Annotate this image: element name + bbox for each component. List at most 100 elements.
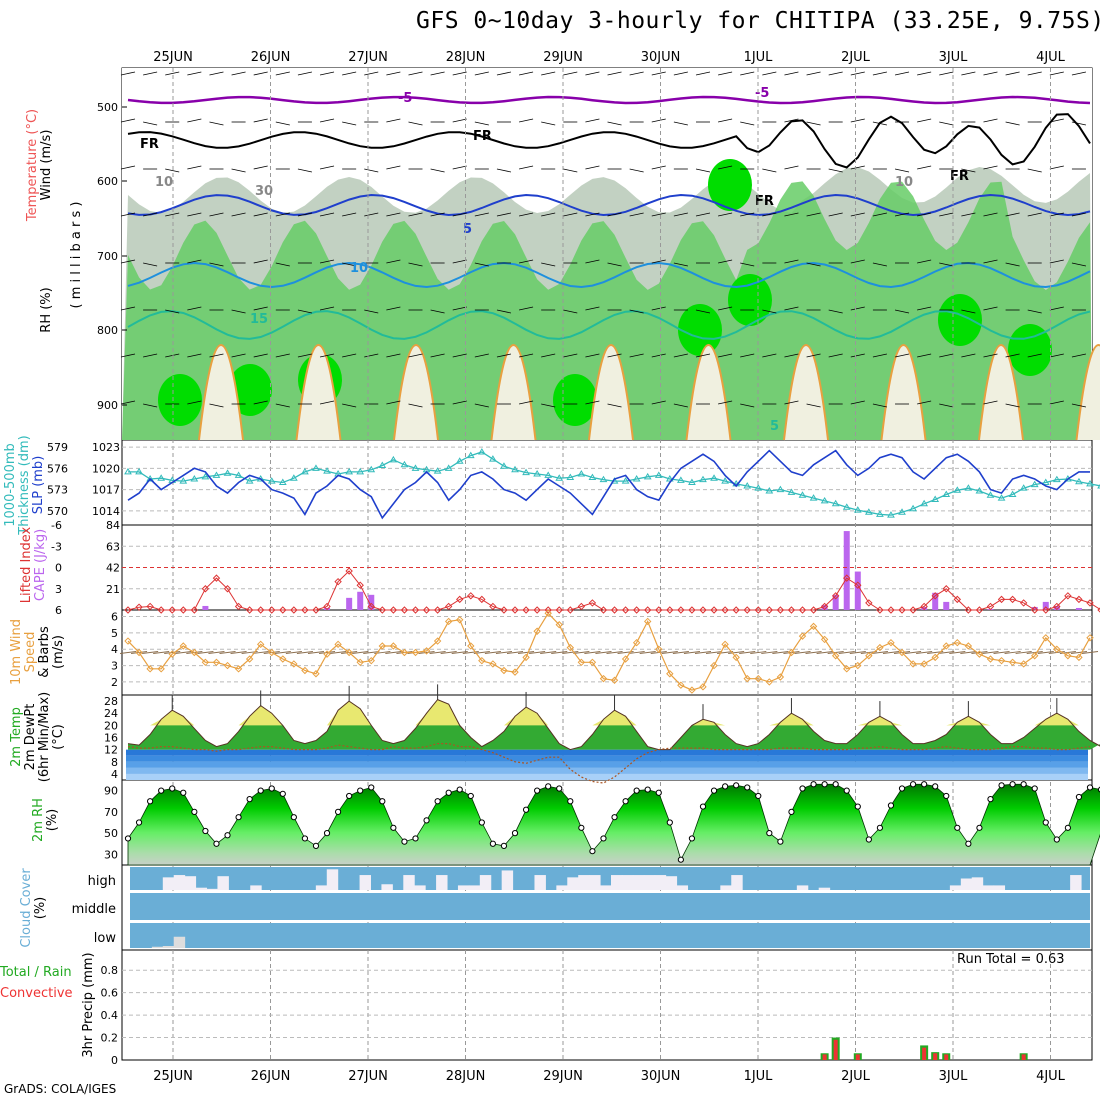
- wind-barb: [209, 212, 224, 217]
- cloud-cell: [971, 877, 984, 890]
- cloud-axis-label: Cloud Cover: [19, 868, 34, 948]
- wind-speed-marker: [268, 648, 276, 657]
- thickness-marker: [688, 478, 696, 485]
- wind-speed-marker: [223, 661, 232, 670]
- rh-high-patch: [678, 304, 722, 356]
- wind-barb: [297, 212, 313, 217]
- wind-barb: [209, 262, 224, 267]
- wind-barb: [651, 353, 666, 358]
- rh-marker: [357, 787, 364, 794]
- wind-barb: [1049, 259, 1064, 264]
- date-label-top: 26JUN: [251, 50, 291, 65]
- wind-speed-marker: [533, 627, 541, 635]
- wind-barb: [143, 353, 158, 358]
- thickness-marker: [931, 495, 940, 502]
- wind-tick-label: 5: [111, 627, 118, 640]
- surface-wind-barb: [440, 651, 457, 654]
- wind-barb: [850, 259, 865, 264]
- surface-wind-barb: [451, 651, 468, 654]
- lifted-marker: [489, 602, 497, 611]
- wind-barb: [718, 118, 733, 123]
- cape-axis-label: CAPE (J/kg): [33, 529, 48, 601]
- wind-barb: [120, 353, 136, 358]
- wind-barb: [408, 262, 423, 267]
- wind-barb: [319, 259, 335, 264]
- rh-marker: [1064, 824, 1071, 831]
- isotherm-line: [127, 95, 1091, 105]
- wind-barb: [917, 353, 932, 358]
- rh-green-layer: [122, 181, 1092, 440]
- wind-barb: [718, 165, 733, 170]
- rh-marker: [589, 848, 596, 855]
- rh-marker: [301, 835, 309, 842]
- lifted-marker: [400, 606, 409, 614]
- lifted-marker: [843, 574, 851, 582]
- wind-barb: [1071, 403, 1087, 408]
- lifted-marker: [345, 567, 353, 575]
- lifted-marker: [467, 592, 475, 600]
- wind-barb: [917, 259, 932, 264]
- slp-tick-label: 1014: [92, 505, 120, 518]
- cloud-cell: [578, 875, 590, 890]
- precip-convective-bar: [833, 1039, 838, 1060]
- cape-bar: [932, 592, 939, 610]
- thickness-marker: [820, 496, 829, 504]
- wind-speed-marker: [212, 658, 221, 667]
- wind-barb: [1027, 212, 1042, 217]
- surface-temp-contour: [978, 344, 1024, 441]
- cloud-cell: [479, 875, 492, 890]
- rh-axis-label: 2m RH: [31, 798, 46, 842]
- rh-marker: [135, 819, 143, 826]
- wind-barb: [939, 71, 954, 76]
- cape-tick-label: 84: [106, 519, 120, 532]
- cloud-level-label: middle: [72, 902, 116, 917]
- wind-barb: [474, 353, 489, 358]
- wind-barb: [541, 212, 556, 217]
- wind-barb: [850, 71, 865, 76]
- wind-barb: [275, 403, 290, 408]
- thickness-marker: [466, 451, 475, 459]
- wind-barb: [983, 400, 998, 405]
- rh-marker: [887, 802, 895, 809]
- wind-speed-marker: [610, 676, 619, 684]
- wind-barb: [474, 71, 489, 76]
- wind-barb: [784, 259, 799, 264]
- wind-barb: [430, 212, 445, 217]
- wind-speed-marker: [809, 622, 818, 631]
- wind-barb: [718, 212, 733, 217]
- wind-barb: [187, 212, 202, 217]
- wind-barb: [319, 71, 335, 76]
- wind-barb: [253, 353, 268, 358]
- cloud-cell: [217, 876, 229, 890]
- surface-wind-barb: [882, 651, 900, 654]
- wind-speed-marker: [467, 642, 475, 650]
- wind-barb: [408, 353, 423, 358]
- lifted-tick-label: -3: [51, 540, 62, 553]
- wind-barb: [408, 403, 423, 408]
- wind-speed-marker: [478, 656, 486, 665]
- surface-wind-barb: [330, 651, 347, 654]
- cloud-cell: [162, 946, 175, 948]
- thickness-marker: [411, 464, 420, 471]
- wind-barb: [872, 403, 887, 408]
- wind-speed-marker: [356, 658, 364, 667]
- rh-marker: [169, 785, 176, 792]
- thickness-marker: [489, 455, 497, 462]
- upper-axis-label: RH (%): [39, 287, 54, 332]
- rh-marker: [1053, 836, 1060, 843]
- surface-wind-barb: [871, 651, 888, 654]
- surface-wind-barb: [982, 651, 999, 654]
- surface-wind-barb: [318, 651, 336, 654]
- wind-speed-marker: [433, 637, 442, 645]
- rh-marker: [545, 783, 552, 790]
- wind-barb: [275, 71, 290, 76]
- wind-barb: [607, 121, 622, 126]
- thickness-marker: [710, 474, 718, 481]
- wind-barb: [1005, 71, 1020, 76]
- upper-air-field: [120, 68, 1100, 441]
- rh-marker: [124, 835, 132, 842]
- rh-marker: [987, 796, 994, 803]
- surface-wind-barb: [296, 651, 313, 654]
- lifted-marker: [378, 606, 387, 614]
- wind-barb: [563, 168, 578, 173]
